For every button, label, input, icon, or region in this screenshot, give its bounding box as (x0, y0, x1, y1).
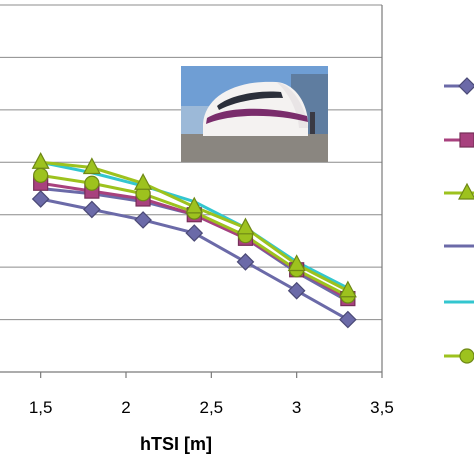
axes (0, 5, 383, 378)
data-point-circle (84, 175, 100, 191)
data-point-triangle (236, 217, 255, 235)
data-point-square (459, 132, 474, 148)
data-point-circle (33, 167, 49, 183)
x-tick-labels: 1,5 2 2,5 3 3,5 (29, 398, 394, 417)
photo-platform (181, 134, 328, 162)
train-window (217, 91, 283, 110)
legend (444, 77, 474, 364)
x-tick-label: 3 (292, 398, 301, 417)
data-point-triangle (287, 254, 306, 272)
data-point-diamond (287, 281, 306, 300)
data-point-triangle (458, 182, 474, 200)
data-point-diamond (458, 77, 474, 95)
data-point-triangle (338, 280, 357, 298)
series-group (31, 152, 357, 329)
data-point-triangle (134, 172, 153, 190)
data-point-triangle (82, 157, 101, 175)
person-figure (310, 112, 315, 134)
x-tick-label: 3,5 (370, 398, 394, 417)
x-tick-label: 2 (121, 398, 130, 417)
data-point-diamond (83, 200, 101, 219)
x-tick-label: 1,5 (29, 398, 53, 417)
train-photo (181, 66, 328, 162)
train-stripe (206, 108, 308, 124)
data-point-diamond (185, 224, 204, 242)
data-point-circle (459, 348, 474, 364)
data-point-diamond (134, 211, 152, 229)
gridlines (0, 4, 382, 321)
data-point-triangle (31, 152, 50, 169)
x-tick-label: 2,5 (200, 398, 224, 417)
data-point-triangle (185, 196, 204, 214)
data-point-diamond (31, 190, 50, 208)
data-point-diamond (236, 253, 255, 271)
x-axis-label: hTSI [m] (140, 434, 212, 454)
data-point-diamond (339, 310, 357, 329)
